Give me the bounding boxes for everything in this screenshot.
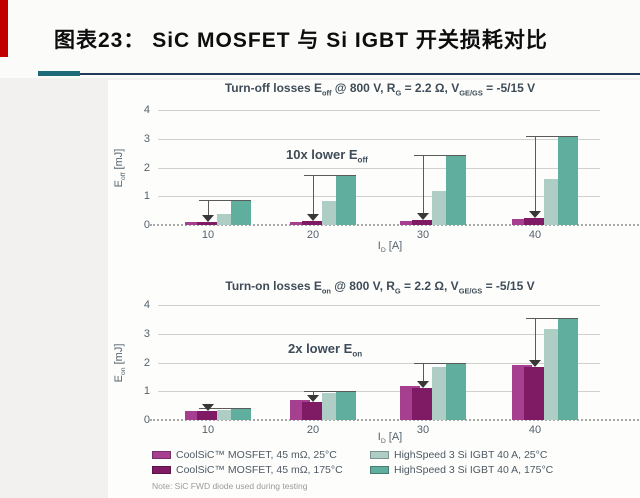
- y-tick-label: 1: [143, 190, 150, 203]
- legend-label: CoolSiC™ MOSFET, 45 mΩ, 25°C: [176, 449, 337, 461]
- bracket-line: [526, 317, 578, 319]
- footnote: Note: SiC FWD diode used during testing: [152, 481, 308, 491]
- x-tick-label: 20: [306, 424, 320, 436]
- y-tick-label: 1: [143, 385, 150, 398]
- x-axis-line: [150, 224, 640, 226]
- y-tick-label: 2: [143, 161, 150, 174]
- bracket-line: [199, 407, 251, 409]
- legend-label: CoolSiC™ MOSFET, 45 mΩ, 175°C: [176, 464, 343, 476]
- y-tick-label: 4: [143, 299, 150, 311]
- bar-s2-g0: [217, 409, 237, 420]
- bracket-line: [414, 362, 466, 364]
- gridline: [158, 110, 600, 111]
- bracket-drop-line: [313, 174, 314, 214]
- y-tick-label: 4: [143, 104, 150, 116]
- bar-s3-g2: [446, 154, 466, 225]
- chart-annotation: 2x lower Eon: [288, 341, 363, 359]
- x-axis-line: [150, 419, 640, 421]
- y-tick-label: 2: [143, 356, 150, 369]
- bar-s3-g1: [336, 174, 356, 225]
- legend-swatch: [152, 466, 171, 474]
- x-tick-label: 30: [416, 229, 430, 241]
- legend-swatch: [152, 451, 171, 459]
- y-tick-label: 3: [143, 327, 150, 340]
- y-axis-label: Eon [mJ]: [112, 343, 128, 382]
- arrow-down-icon: [307, 213, 319, 221]
- bar-s0-g0: [185, 222, 205, 225]
- bar-s3-g0: [231, 407, 251, 420]
- bar-s1-g1: [302, 220, 322, 225]
- bar-s0-g0: [185, 411, 205, 420]
- bracket-drop-line: [313, 390, 314, 396]
- y-tick-label: 0: [143, 219, 150, 231]
- gridline: [158, 167, 600, 169]
- bar-s3-g0: [231, 199, 251, 225]
- bar-s1-g3: [524, 217, 544, 225]
- y-tick-label: 0: [143, 414, 150, 426]
- bar-s1-g1: [302, 402, 322, 420]
- bar-s0-g2: [400, 220, 420, 225]
- arrow-down-icon: [417, 213, 429, 221]
- gridline: [158, 305, 600, 306]
- bracket-drop-line: [423, 154, 424, 214]
- arrow-down-icon: [417, 380, 429, 388]
- chart-title: Turn-on losses Eon @ 800 V, RG = 2.2 Ω, …: [225, 279, 535, 296]
- title-strip: [0, 0, 640, 78]
- x-tick-label: 10: [201, 424, 215, 436]
- x-tick-label: 30: [416, 424, 430, 436]
- x-tick-label: 20: [306, 229, 320, 241]
- x-axis-label: ID [A]: [377, 431, 403, 446]
- bar-s1-g2: [412, 220, 432, 225]
- y-tick-label: 3: [143, 132, 150, 145]
- bar-s0-g3: [512, 218, 532, 225]
- chart-panel: [108, 80, 640, 498]
- red-accent-bar: [0, 0, 8, 57]
- bracket-line: [304, 174, 356, 176]
- bar-s1-g2: [412, 387, 432, 420]
- bracket-drop-line: [535, 135, 536, 211]
- arrow-down-icon: [307, 395, 319, 403]
- gridline: [158, 333, 600, 335]
- x-tick-label: 10: [201, 229, 215, 241]
- gridline: [158, 362, 600, 364]
- gridline: [158, 196, 600, 198]
- arrow-down-icon: [529, 359, 541, 367]
- bracket-drop-line: [423, 362, 424, 381]
- y-axis-label: Eoff [mJ]: [112, 148, 128, 187]
- arrow-down-icon: [202, 214, 214, 222]
- legend-swatch: [370, 466, 389, 474]
- bracket-line: [199, 199, 251, 201]
- bar-s2-g0: [217, 213, 237, 225]
- arrow-down-icon: [202, 404, 214, 412]
- figure-title: 图表23： SiC MOSFET 与 Si IGBT 开关损耗对比: [54, 29, 548, 52]
- bar-s1-g3: [524, 366, 544, 420]
- bar-s0-g1: [290, 221, 310, 225]
- legend-swatch: [370, 451, 389, 459]
- title-underline-accent: [38, 71, 80, 76]
- bracket-line: [304, 390, 356, 392]
- bar-s1-g0: [197, 221, 217, 225]
- title-underline: [38, 73, 640, 75]
- bar-s1-g0: [197, 411, 217, 420]
- gridline: [158, 391, 600, 393]
- arrow-down-icon: [529, 210, 541, 218]
- bar-s3-g2: [446, 362, 466, 420]
- bar-s3-g3: [558, 135, 578, 225]
- chart-annotation: 10x lower Eoff: [286, 147, 368, 165]
- x-tick-label: 40: [528, 229, 542, 241]
- bracket-line: [414, 154, 466, 156]
- bar-s3-g3: [558, 317, 578, 420]
- bracket-drop-line: [535, 317, 536, 360]
- x-axis-label: ID [A]: [377, 240, 403, 255]
- x-tick-label: 40: [528, 424, 542, 436]
- bracket-drop-line: [208, 199, 209, 215]
- legend-label: HighSpeed 3 Si IGBT 40 A, 175°C: [394, 464, 554, 476]
- bracket-line: [526, 135, 578, 137]
- bar-s3-g1: [336, 390, 356, 420]
- chart-title: Turn-off losses Eoff @ 800 V, RG = 2.2 Ω…: [224, 81, 536, 98]
- gridline: [158, 138, 600, 140]
- legend-label: HighSpeed 3 Si IGBT 40 A, 25°C: [394, 449, 548, 461]
